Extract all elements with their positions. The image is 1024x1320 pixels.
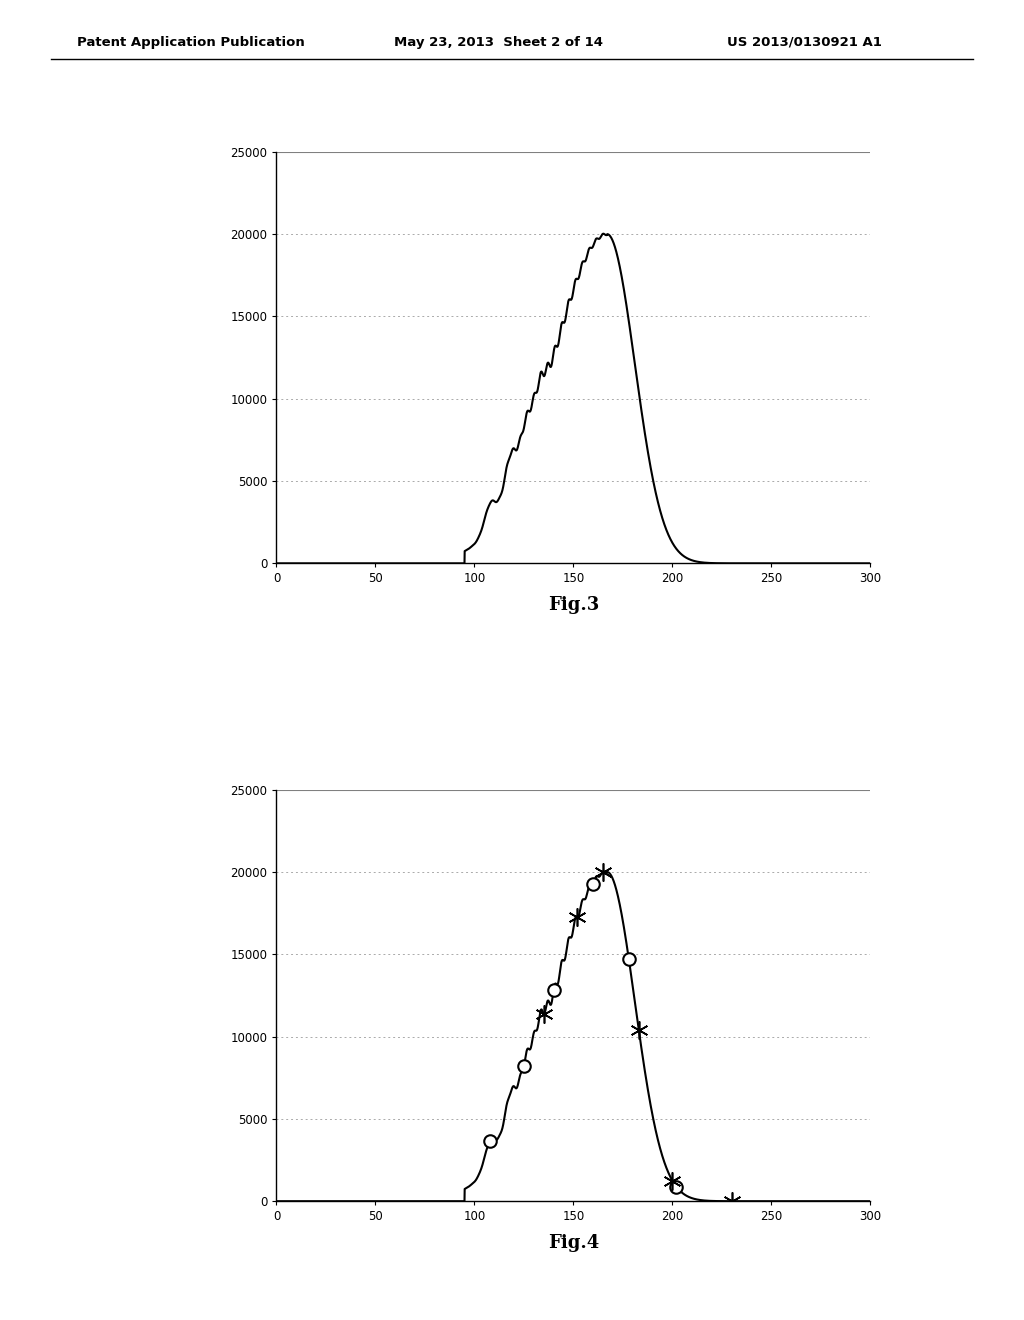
- Text: Fig.3: Fig.3: [548, 597, 599, 614]
- Text: Patent Application Publication: Patent Application Publication: [77, 36, 304, 49]
- Text: Fig.4: Fig.4: [548, 1234, 599, 1253]
- Text: May 23, 2013  Sheet 2 of 14: May 23, 2013 Sheet 2 of 14: [394, 36, 603, 49]
- Text: US 2013/0130921 A1: US 2013/0130921 A1: [727, 36, 882, 49]
